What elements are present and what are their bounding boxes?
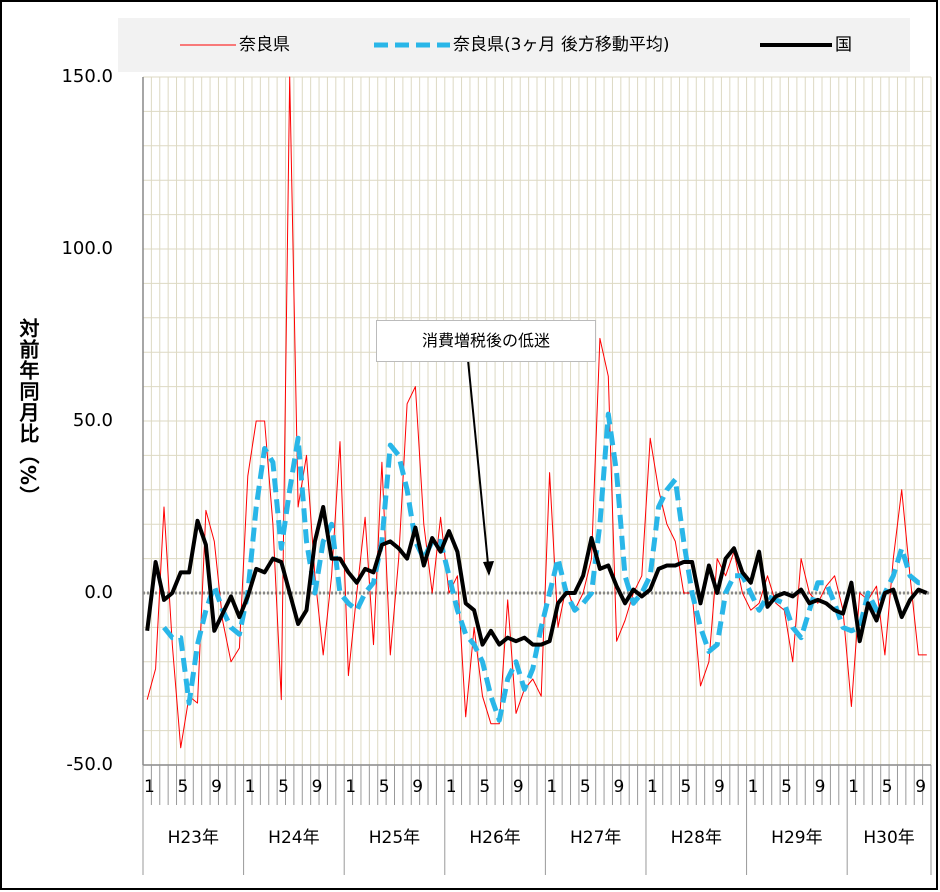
x-tick-label: 1 [144, 777, 155, 797]
annotation-arrow [467, 359, 490, 575]
x-tick-label: 5 [178, 777, 189, 797]
x-tick-label: 5 [781, 777, 792, 797]
x-tick-label: 1 [748, 777, 759, 797]
x-tick-label: 1 [345, 777, 356, 797]
x-tick-label: 9 [613, 777, 624, 797]
series-line [145, 505, 928, 647]
x-tick-label: 9 [211, 777, 222, 797]
group-label: H29年 [771, 828, 822, 848]
x-tick-label: 9 [412, 777, 423, 797]
x-tick-label: 9 [815, 777, 826, 797]
annotation: 消費増税後の低迷 [376, 320, 596, 362]
x-tick-label: 1 [848, 777, 859, 797]
series-line [162, 411, 927, 723]
group-label: H25年 [369, 828, 420, 848]
x-tick-label: 1 [245, 777, 256, 797]
legend-label: 奈良県(3ヶ月 後方移動平均) [453, 35, 669, 55]
x-tick-label: 5 [882, 777, 893, 797]
x-tick-label: 1 [647, 777, 658, 797]
x-tick-label: 5 [379, 777, 390, 797]
x-tick-label: 1 [446, 777, 457, 797]
x-tick-label: 9 [513, 777, 524, 797]
annotation-arrowhead [483, 561, 494, 576]
y-axis-label: 対前年同月比（%） [16, 318, 40, 508]
y-tick-label: 150.0 [61, 66, 113, 87]
group-label: H30年 [863, 828, 914, 848]
legend-label: 国 [835, 35, 852, 55]
series-line [146, 76, 927, 749]
x-tick-label: 9 [915, 777, 926, 797]
y-tick-label: -50.0 [66, 754, 113, 775]
legend-label: 奈良県 [239, 35, 290, 55]
x-tick-label: 5 [681, 777, 692, 797]
group-label: H28年 [671, 828, 722, 848]
group-label: H27年 [570, 828, 621, 848]
group-label: H26年 [469, 828, 520, 848]
y-tick-label: 0.0 [84, 582, 113, 603]
x-tick-label: 5 [479, 777, 490, 797]
x-tick-label: 5 [278, 777, 289, 797]
group-label: H23年 [168, 828, 219, 848]
group-label: H24年 [268, 828, 319, 848]
x-tick-label: 9 [312, 777, 323, 797]
x-tick-label: 5 [580, 777, 591, 797]
y-tick-label: 50.0 [73, 410, 113, 431]
x-tick-label: 1 [546, 777, 557, 797]
y-tick-label: 100.0 [61, 238, 113, 259]
x-tick-label: 9 [714, 777, 725, 797]
